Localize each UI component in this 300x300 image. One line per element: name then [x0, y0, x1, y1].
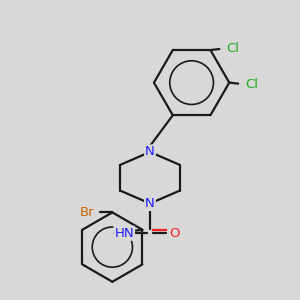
Text: N: N [145, 197, 155, 210]
Text: N: N [145, 146, 155, 158]
Text: Br: Br [79, 206, 94, 219]
Text: Cl: Cl [227, 41, 240, 55]
Text: O: O [169, 227, 180, 240]
Text: HN: HN [114, 227, 134, 240]
Text: Cl: Cl [245, 78, 259, 91]
